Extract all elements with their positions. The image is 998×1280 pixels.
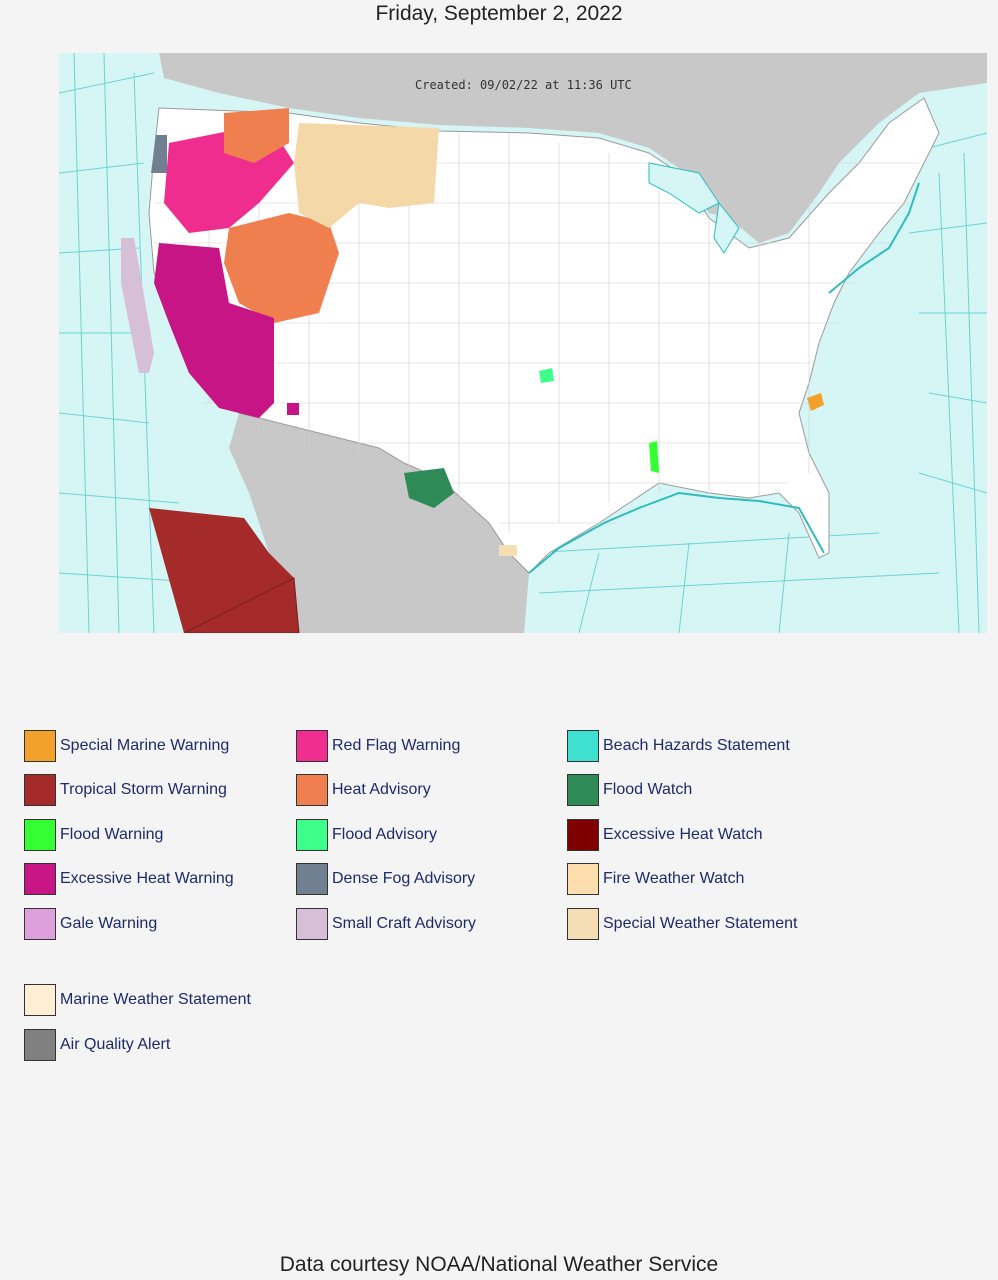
east-coast-line bbox=[828, 182, 920, 294]
legend-item: Marine Weather Statement bbox=[24, 983, 251, 1017]
legend-swatch bbox=[24, 908, 56, 940]
special-marine-warning-area bbox=[807, 393, 824, 411]
flood-watch-area bbox=[404, 468, 454, 508]
data-credit: Data courtesy NOAA/National Weather Serv… bbox=[279, 1253, 719, 1276]
gulf-coast-line bbox=[528, 491, 825, 574]
legend-swatch bbox=[24, 984, 56, 1016]
legend-item: Flood Warning bbox=[24, 818, 163, 852]
legend-swatch bbox=[24, 730, 56, 762]
tropical-storm-warning-south bbox=[183, 577, 300, 633]
legend-swatch bbox=[24, 774, 56, 806]
legend-item: Dense Fog Advisory bbox=[296, 862, 475, 896]
weather-alerts-map[interactable]: Created: 09/02/22 at 11:36 UTC bbox=[59, 53, 987, 633]
legend-swatch bbox=[567, 863, 599, 895]
legend-swatch bbox=[24, 819, 56, 851]
heat-advisory-north bbox=[224, 108, 289, 163]
great-lakes bbox=[648, 162, 720, 214]
legend-label: Air Quality Alert bbox=[60, 1036, 171, 1053]
legend-swatch bbox=[567, 774, 599, 806]
legend-item: Heat Advisory bbox=[296, 773, 431, 807]
legend-item: Small Craft Advisory bbox=[296, 907, 476, 941]
legend-label: Dense Fog Advisory bbox=[332, 870, 476, 887]
legend-item: Tropical Storm Warning bbox=[24, 773, 227, 807]
heat-advisory-area bbox=[224, 213, 339, 323]
legend-item: Excessive Heat Warning bbox=[24, 862, 234, 896]
legend-swatch bbox=[296, 774, 328, 806]
fire-weather-watch-area bbox=[294, 123, 439, 228]
flood-advisory-area bbox=[539, 368, 554, 383]
marine-zone-lines bbox=[59, 53, 987, 633]
legend-label: Special Weather Statement bbox=[603, 915, 798, 932]
flood-warning-area bbox=[649, 441, 659, 473]
legend-swatch bbox=[567, 730, 599, 762]
mexico-land bbox=[229, 413, 529, 633]
excessive-heat-warning-az bbox=[287, 403, 299, 415]
legend-item: Fire Weather Watch bbox=[567, 862, 744, 896]
legend-swatch bbox=[24, 863, 56, 895]
legend-label: Excessive Heat Watch bbox=[603, 826, 763, 843]
legend-label: Fire Weather Watch bbox=[603, 870, 745, 887]
legend-label: Gale Warning bbox=[60, 915, 158, 932]
excessive-heat-warning-area bbox=[154, 243, 274, 418]
legend-item: Flood Advisory bbox=[296, 818, 437, 852]
legend-swatch bbox=[296, 730, 328, 762]
legend-swatch bbox=[567, 908, 599, 940]
legend-label: Beach Hazards Statement bbox=[603, 737, 790, 754]
legend-item: Excessive Heat Watch bbox=[567, 818, 762, 852]
lake-michigan bbox=[713, 201, 740, 254]
legend-label: Marine Weather Statement bbox=[60, 991, 251, 1008]
legend-label: Flood Watch bbox=[603, 781, 693, 798]
legend-item: Beach Hazards Statement bbox=[567, 729, 790, 763]
legend-label: Flood Advisory bbox=[332, 826, 437, 843]
legend-item: Gale Warning bbox=[24, 907, 157, 941]
special-weather-statement-tx bbox=[499, 545, 517, 556]
legend-label: Special Marine Warning bbox=[60, 737, 230, 754]
legend-item: Flood Watch bbox=[567, 773, 692, 807]
legend-swatch bbox=[567, 819, 599, 851]
legend-swatch bbox=[296, 908, 328, 940]
map-created-stamp: Created: 09/02/22 at 11:36 UTC bbox=[415, 78, 632, 92]
legend-label: Excessive Heat Warning bbox=[60, 870, 234, 887]
legend-label: Small Craft Advisory bbox=[332, 915, 477, 932]
legend-swatch bbox=[296, 819, 328, 851]
legend-label: Tropical Storm Warning bbox=[60, 781, 227, 798]
legend-item: Special Weather Statement bbox=[567, 907, 797, 941]
legend-swatch bbox=[24, 1029, 56, 1061]
legend-label: Flood Warning bbox=[60, 826, 164, 843]
legend-swatch bbox=[296, 863, 328, 895]
legend-label: Heat Advisory bbox=[332, 781, 431, 798]
legend-item: Red Flag Warning bbox=[296, 729, 460, 763]
legend-item: Special Marine Warning bbox=[24, 729, 229, 763]
legend-item: Air Quality Alert bbox=[24, 1028, 170, 1062]
canada-land bbox=[159, 53, 987, 243]
page-title: Friday, September 2, 2022 bbox=[375, 2, 623, 25]
small-craft-advisory bbox=[121, 238, 154, 373]
dense-fog-advisory bbox=[151, 135, 167, 173]
legend-label: Red Flag Warning bbox=[332, 737, 461, 754]
